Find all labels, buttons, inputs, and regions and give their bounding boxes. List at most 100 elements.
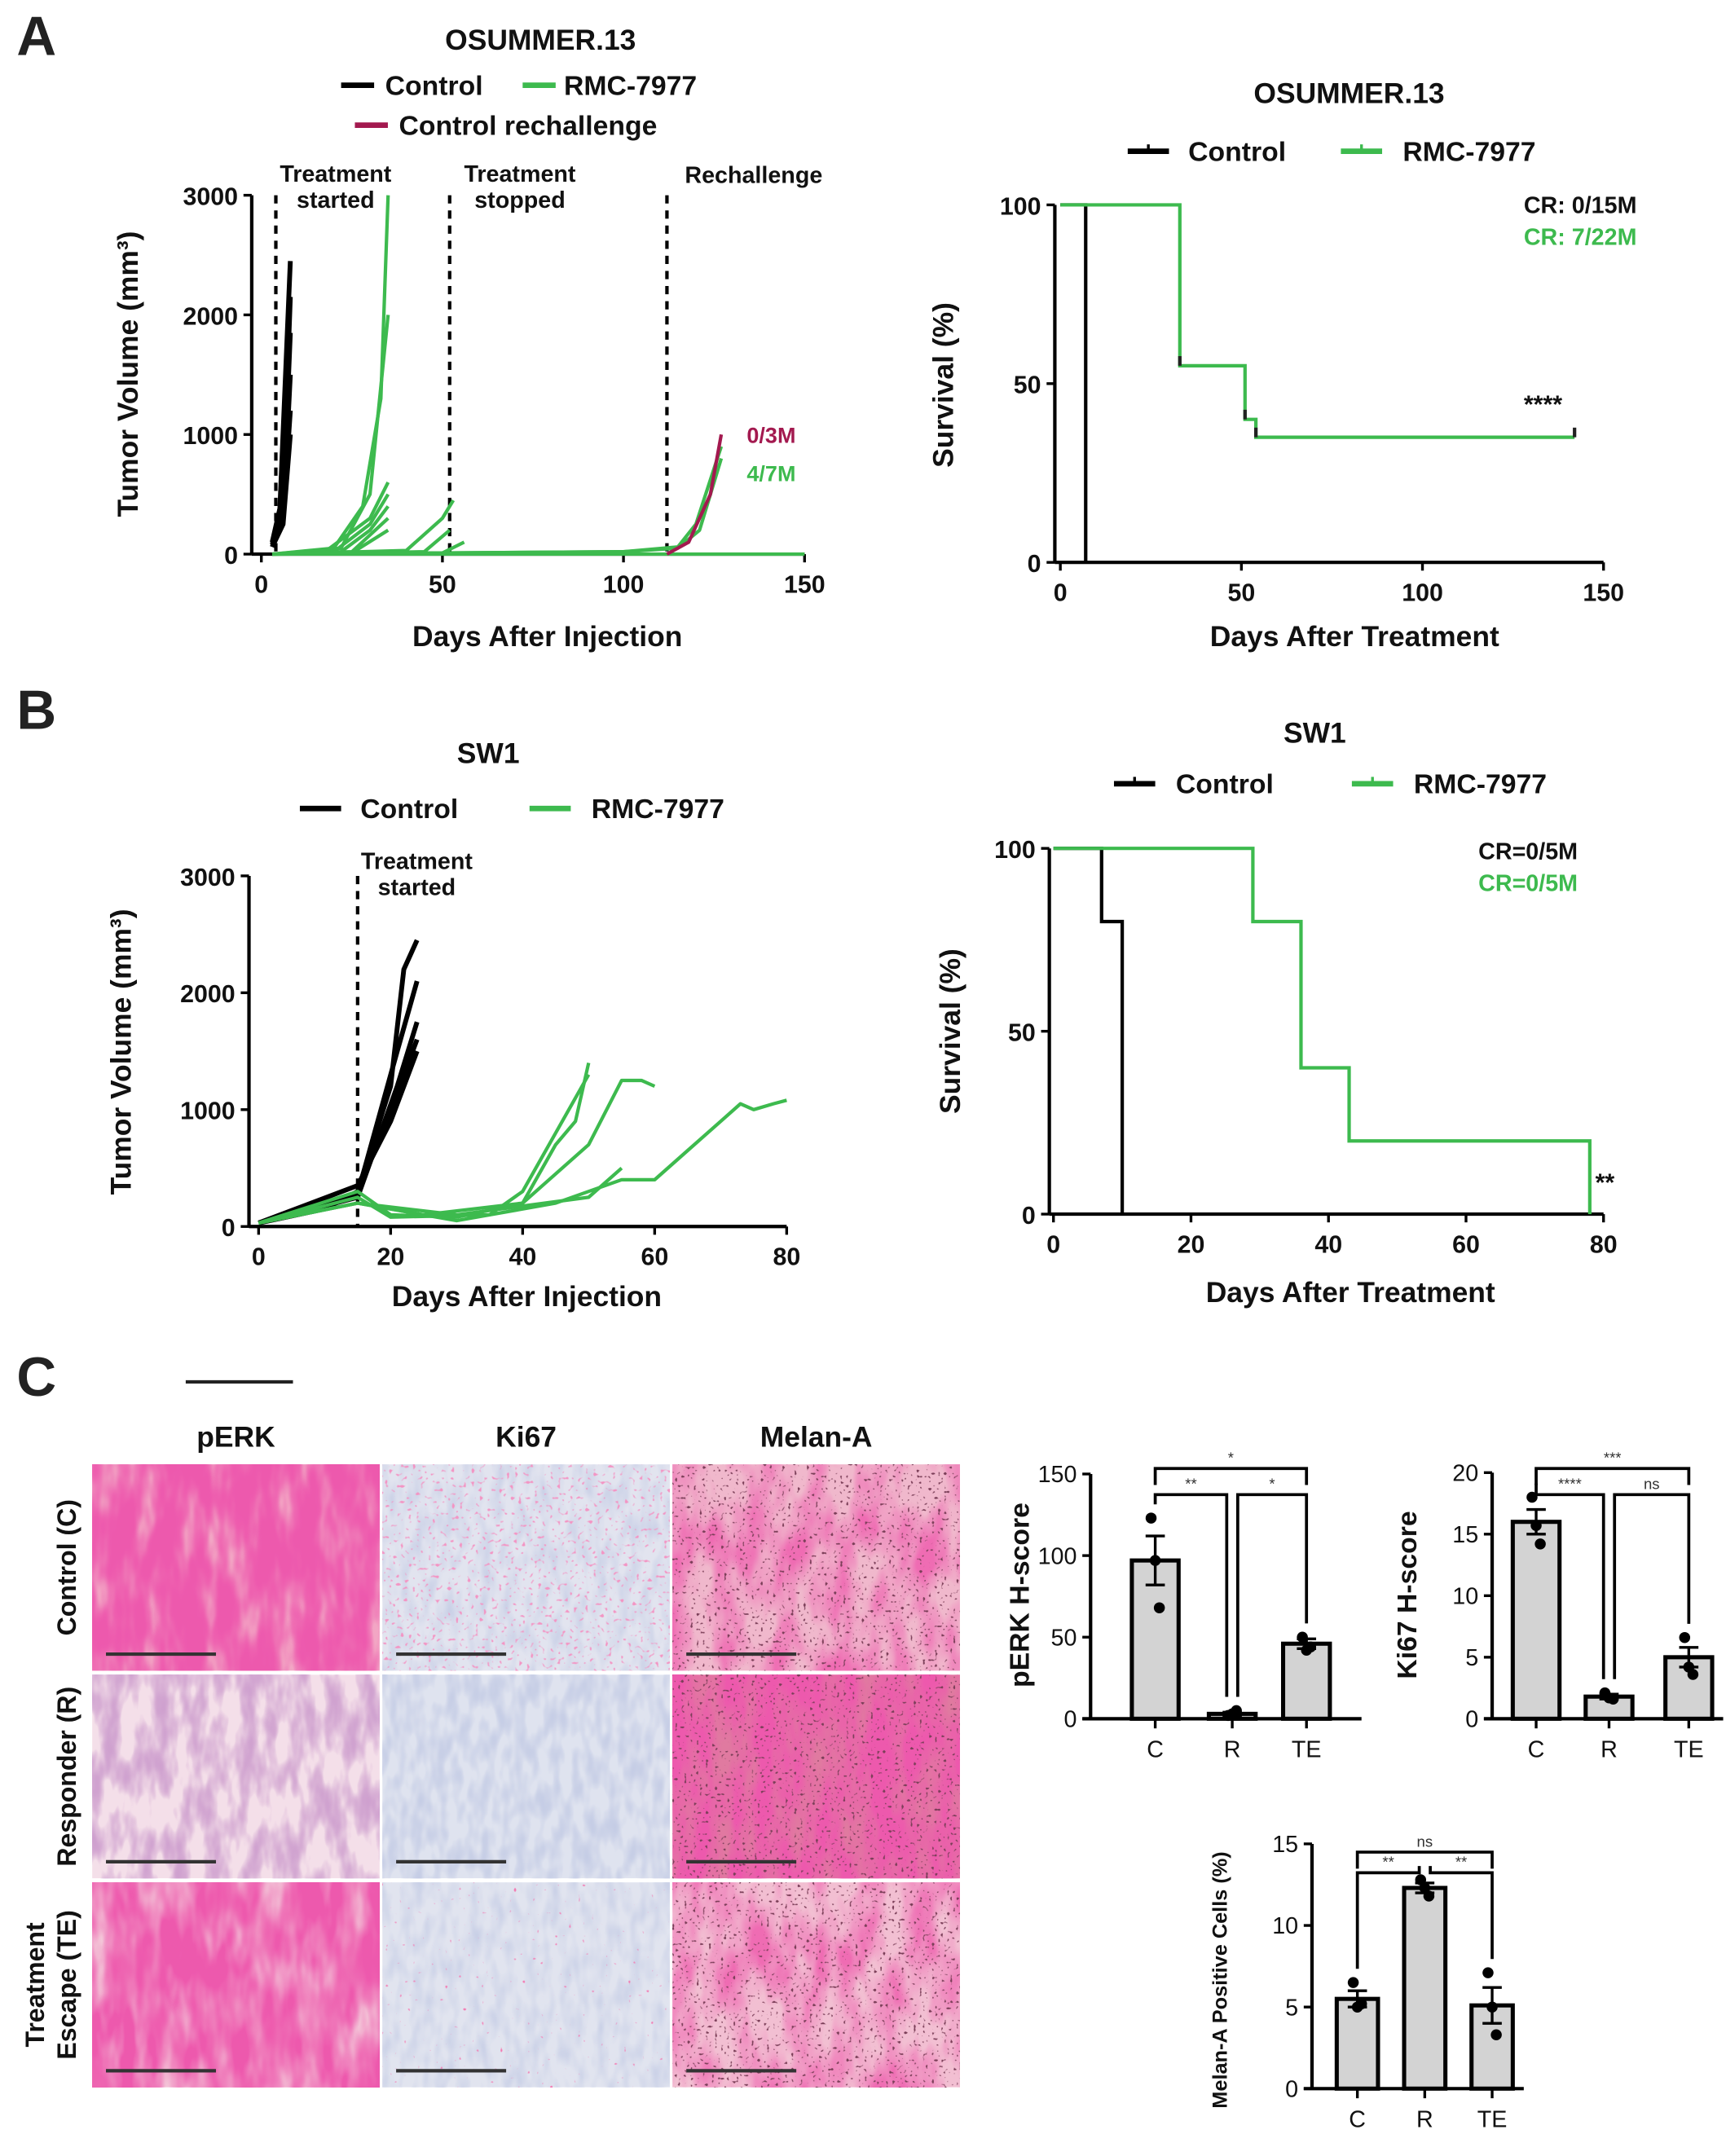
significance-bracket: [1534, 1483, 1605, 1679]
significance-label: ns: [1644, 1476, 1660, 1493]
x-tick-label: 100: [1402, 579, 1443, 606]
y-axis-label: Melan-A Positive Cells (%): [1209, 1851, 1231, 2108]
annotation: CR: 7/22M: [1524, 224, 1637, 250]
annotation: CR=0/5M: [1478, 871, 1578, 897]
significance-label: **: [1382, 1854, 1394, 1871]
y-axis-label: Ki67 H-score: [1392, 1511, 1423, 1679]
bar: [1510, 1520, 1562, 1721]
ihc-image-staining: [672, 1674, 960, 1879]
event-label: started: [297, 187, 375, 213]
x-tick-label: R: [1601, 1737, 1618, 1763]
bar-chart-6: 0 5 10 15 Melan-A Positive Cells (%) C R TE ** **…: [1209, 1832, 1524, 2133]
ihc-image-ki67-row-2: [382, 1674, 670, 1879]
legend-label: Control rechallenge: [398, 110, 657, 141]
ihc-image-melan-a-row-1: [672, 1464, 960, 1671]
data-point: [1297, 1631, 1308, 1643]
y-tick-label: 100: [1000, 193, 1041, 220]
y-tick-label: 5: [1465, 1645, 1478, 1671]
significance-label: *: [1269, 1476, 1275, 1493]
event-label: Rechallenge: [685, 162, 822, 188]
series-line: [258, 1050, 420, 1225]
series-line: [271, 493, 390, 557]
chart-title: SW1: [1283, 716, 1346, 749]
chart-title: OSUMMER.13: [1253, 77, 1444, 110]
y-tick-label: 100: [994, 837, 1036, 864]
event-label: Treatment: [464, 161, 575, 187]
ihc-image-staining: [672, 1464, 960, 1671]
row-label: Responder (R): [52, 1687, 81, 1867]
column-header: pERK: [196, 1420, 275, 1453]
x-tick-label: 100: [603, 571, 645, 598]
ihc-image-staining: [92, 1882, 380, 2088]
data-point: [1423, 1890, 1435, 1902]
y-axis-label: Tumor Volume (mm³): [112, 231, 144, 517]
significance-label: **: [1185, 1476, 1196, 1493]
event-label: Treatment: [361, 849, 473, 875]
y-tick-label: 100: [1038, 1543, 1077, 1569]
y-tick-label: 10: [1272, 1913, 1298, 1939]
y-tick-label: 15: [1272, 1832, 1298, 1858]
column-header: Melan-A: [760, 1420, 873, 1453]
x-tick-label: 0: [252, 1244, 266, 1271]
ihc-image-staining: [92, 1464, 380, 1671]
significance-label: **: [1455, 1854, 1467, 1871]
panel-label-b: B: [16, 680, 56, 741]
y-tick-label: 2000: [183, 303, 238, 330]
row-label: Escape (TE): [52, 1910, 81, 2059]
x-tick-label: 150: [1583, 579, 1624, 606]
significance-label: ****: [1558, 1476, 1582, 1493]
legend-label: Control: [360, 794, 458, 825]
event-label: started: [378, 875, 456, 901]
x-tick-label: 80: [773, 1244, 800, 1271]
ihc-image-staining: [382, 1674, 670, 1879]
y-tick-label: 0: [222, 1215, 236, 1242]
legend-label: Control: [1176, 769, 1274, 800]
chart-title: SW1: [457, 737, 520, 770]
x-tick-label: 80: [1590, 1231, 1618, 1258]
x-tick-label: C: [1147, 1737, 1164, 1763]
y-tick-label: 50: [1051, 1625, 1077, 1651]
x-axis-label: Days After Treatment: [1206, 1276, 1495, 1309]
y-tick-label: 0: [1285, 2076, 1298, 2102]
x-tick-label: 20: [1178, 1231, 1205, 1258]
legend-label: RMC-7977: [564, 70, 697, 101]
data-point: [1534, 1538, 1546, 1550]
chart-3: SW1 0 20 40 60 80 0 50 100 Days After Treatment Su…: [934, 716, 1618, 1309]
bar-chart-5: 0 5 10 15 20 Ki67 H-score C R TE **** ns ***: [1392, 1450, 1724, 1763]
x-tick-label: R: [1416, 2107, 1433, 2133]
ihc-image-melan-a-row-2: [672, 1674, 960, 1879]
series-line: [258, 1166, 623, 1225]
chart-title: OSUMMER.13: [445, 24, 636, 56]
bar: [1402, 1885, 1448, 2091]
legend-label: Control: [1188, 136, 1286, 167]
series-line: [258, 1073, 591, 1225]
y-tick-label: 0: [224, 543, 238, 570]
data-point: [1145, 1512, 1157, 1524]
y-tick-label: 15: [1452, 1522, 1478, 1548]
legend-label: RMC-7977: [1402, 136, 1535, 167]
x-tick-label: 20: [376, 1244, 404, 1271]
data-point: [1687, 1669, 1699, 1680]
y-tick-label: 3000: [183, 183, 238, 210]
significance-bracket: [1355, 1866, 1421, 1969]
annotation: ****: [1524, 391, 1562, 418]
y-tick-label: 1000: [180, 1098, 236, 1125]
chart-2: SW1 0 20 40 60 80 0 1000 2000 3000 Days After Inje…: [104, 737, 800, 1313]
x-axis-label: Days After Injection: [412, 620, 682, 653]
series-line: [270, 434, 293, 548]
series-line: [666, 433, 724, 556]
significance-bracket: [1153, 1493, 1229, 1697]
ihc-image-perk-row-1: [92, 1464, 380, 1671]
data-point: [1355, 1998, 1367, 2009]
x-tick-label: TE: [1292, 1737, 1322, 1763]
y-tick-label: 5: [1285, 1995, 1298, 2021]
data-point: [1482, 1967, 1494, 1978]
data-point: [1149, 1555, 1161, 1566]
chart-1: OSUMMER.13 0 50 100 150 0 50 100 Days After Trea…: [927, 77, 1637, 653]
x-tick-label: TE: [1674, 1737, 1704, 1763]
ihc-image-staining: [672, 1882, 960, 2088]
y-tick-label: 0: [1022, 1203, 1036, 1230]
y-axis-label: pERK H-score: [1004, 1503, 1035, 1687]
y-axis-label: Survival (%): [934, 948, 966, 1114]
